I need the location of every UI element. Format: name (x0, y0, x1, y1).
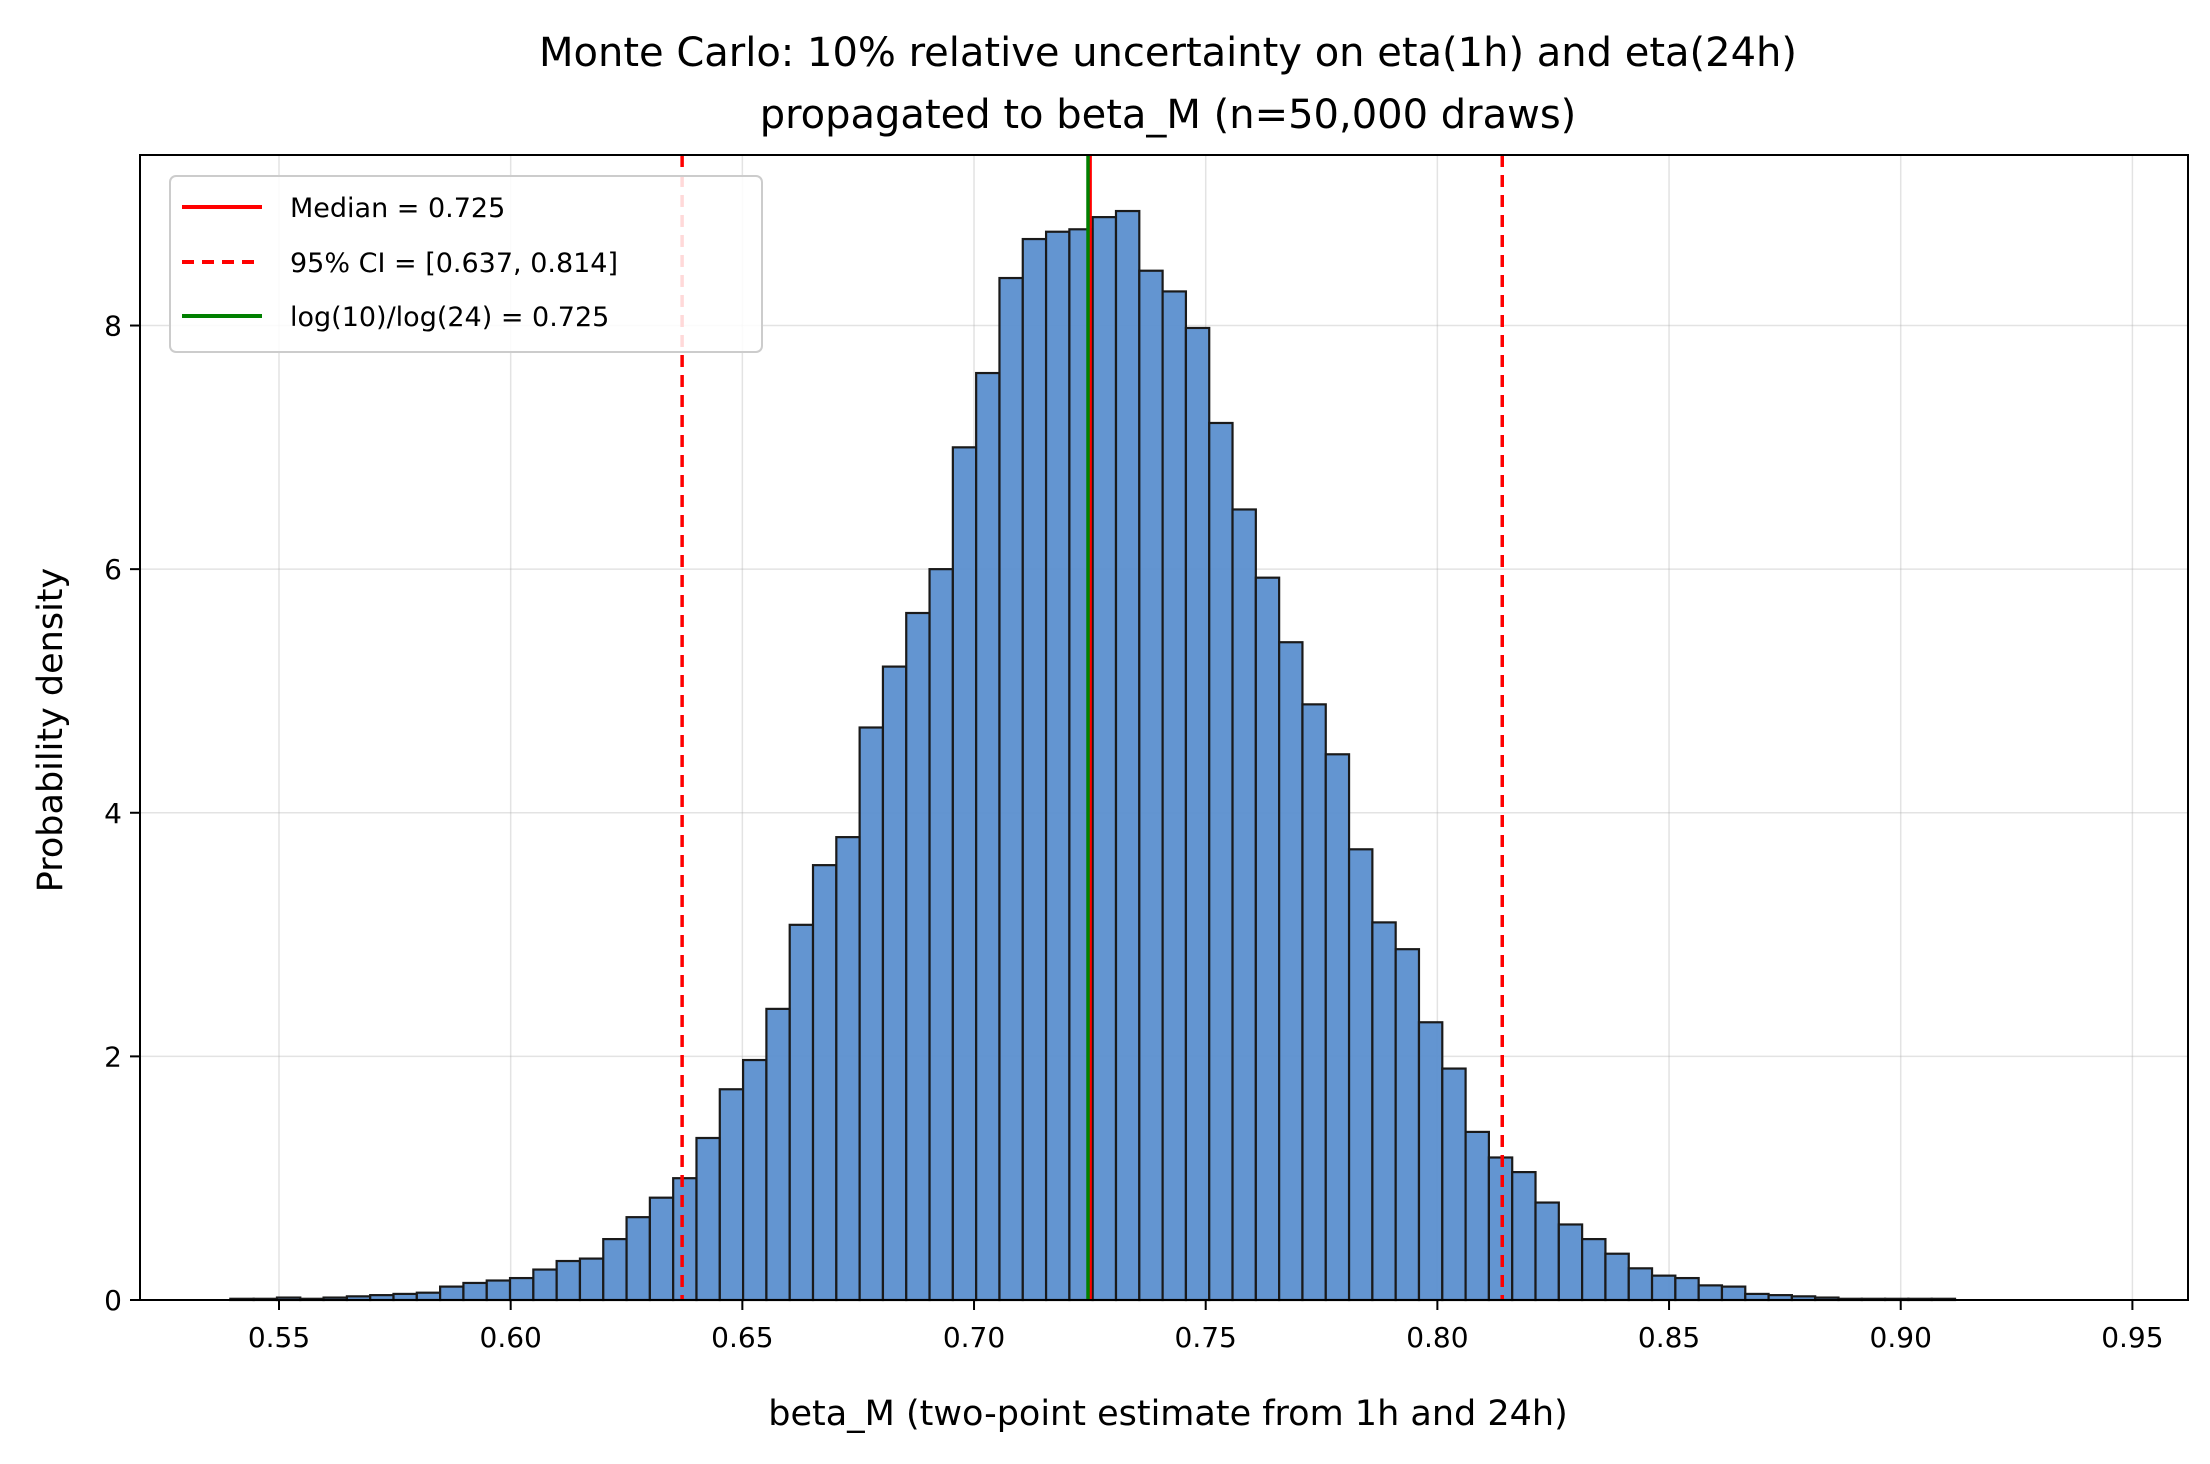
histogram-bar (485, 1279, 512, 1302)
histogram-bar (508, 1276, 535, 1302)
x-axis-label: beta_M (two-point estimate from 1h and 2… (768, 1394, 1567, 1434)
histogram-bar (858, 726, 885, 1302)
y-tick-label: 2 (104, 1040, 122, 1073)
histogram-bar (788, 923, 815, 1302)
legend: Median = 0.725 95% CI = [0.637, 0.814] l… (169, 175, 763, 353)
histogram-bar (951, 446, 978, 1302)
histogram-bar (1650, 1274, 1677, 1302)
histogram-bar (625, 1216, 651, 1302)
histogram-bar (1091, 216, 1118, 1302)
x-tick-label: 0.80 (1406, 1321, 1468, 1354)
histogram-bar (1697, 1284, 1724, 1302)
histogram-bar (1604, 1252, 1630, 1302)
histogram-bar (1627, 1267, 1654, 1302)
histogram-bar (928, 568, 954, 1302)
histogram-bar (1394, 948, 1421, 1302)
histogram-bar (741, 1058, 768, 1302)
x-tick-label: 0.85 (1638, 1321, 1700, 1354)
x-tick-label: 0.90 (1870, 1321, 1932, 1354)
histogram-bar (1511, 1171, 1537, 1302)
plot-frame (139, 154, 2189, 1301)
histogram-bar (1441, 1067, 1467, 1302)
histogram-bar (1231, 508, 1257, 1302)
histogram-bar (1021, 237, 1048, 1302)
chart-subtitle: propagated to beta_M (n=50,000 draws) (760, 92, 1577, 138)
histogram-bar (881, 665, 908, 1302)
histogram-bar (765, 1007, 791, 1302)
x-tick-label: 0.95 (2101, 1321, 2163, 1354)
x-tick-label: 0.60 (480, 1321, 542, 1354)
histogram-bar (1674, 1276, 1700, 1302)
histogram-bar (835, 836, 861, 1302)
histogram-bar (555, 1259, 582, 1302)
histogram-bar (1417, 1021, 1444, 1302)
histogram-bar (1371, 921, 1397, 1302)
histogram-bar (1184, 326, 1211, 1302)
y-tick-label: 8 (104, 310, 122, 343)
legend-ci-label: 95% CI = [0.637, 0.814] (290, 248, 618, 279)
histogram-bar (998, 276, 1024, 1302)
x-tick-label: 0.65 (711, 1321, 773, 1354)
histogram-bar (975, 371, 1001, 1302)
y-tick-label: 4 (104, 797, 122, 830)
y-tick-label: 0 (104, 1284, 122, 1317)
histogram-bar (1324, 753, 1351, 1302)
histogram-bar (1557, 1223, 1584, 1302)
histogram-bar (415, 1291, 442, 1302)
legend-ratio-label: log(10)/log(24) = 0.725 (290, 302, 609, 333)
x-axis-ticks: 0.55 0.60 0.65 0.70 0.75 0.80 0.85 0.90 0.95 (248, 1300, 2164, 1354)
histogram-bar (811, 864, 838, 1302)
chart-title: Monte Carlo: 10% relative uncertainty on… (539, 30, 1797, 76)
histogram-bar (602, 1237, 628, 1302)
histogram-bar (648, 1196, 675, 1302)
legend-median-label: Median = 0.725 (290, 193, 505, 224)
histogram-bar (1534, 1201, 1560, 1302)
histogram-bar (672, 1177, 698, 1302)
histogram-bar (718, 1088, 745, 1302)
y-tick-label: 6 (104, 553, 122, 586)
histogram-bar (1464, 1130, 1490, 1302)
legend-box (169, 175, 763, 353)
histogram-bar (532, 1268, 558, 1302)
histogram-bar (1161, 290, 1188, 1302)
histogram-bar (1044, 230, 1071, 1302)
histogram-bar (1720, 1285, 1747, 1302)
histogram-bar (1301, 703, 1327, 1302)
histogram-bar (439, 1285, 465, 1302)
histogram-bar (1114, 209, 1141, 1302)
x-tick-label: 0.70 (943, 1321, 1005, 1354)
histogram-bar (905, 611, 931, 1302)
histogram-bar (1278, 641, 1304, 1302)
y-axis-ticks: 0 2 4 6 8 (104, 310, 140, 1317)
x-tick-label: 0.55 (248, 1321, 310, 1354)
histogram-bar (695, 1136, 721, 1302)
histogram-bar (578, 1257, 605, 1302)
histogram-bar (1208, 421, 1234, 1302)
histogram-bars (229, 209, 1957, 1302)
x-tick-label: 0.75 (1175, 1321, 1237, 1354)
histogram-bar (1347, 848, 1374, 1302)
histogram-bar (462, 1281, 488, 1302)
histogram-bar (1581, 1237, 1607, 1302)
histogram-bar (1254, 576, 1281, 1302)
y-axis-label: Probability density (31, 568, 71, 892)
histogram-bar (1138, 269, 1164, 1302)
